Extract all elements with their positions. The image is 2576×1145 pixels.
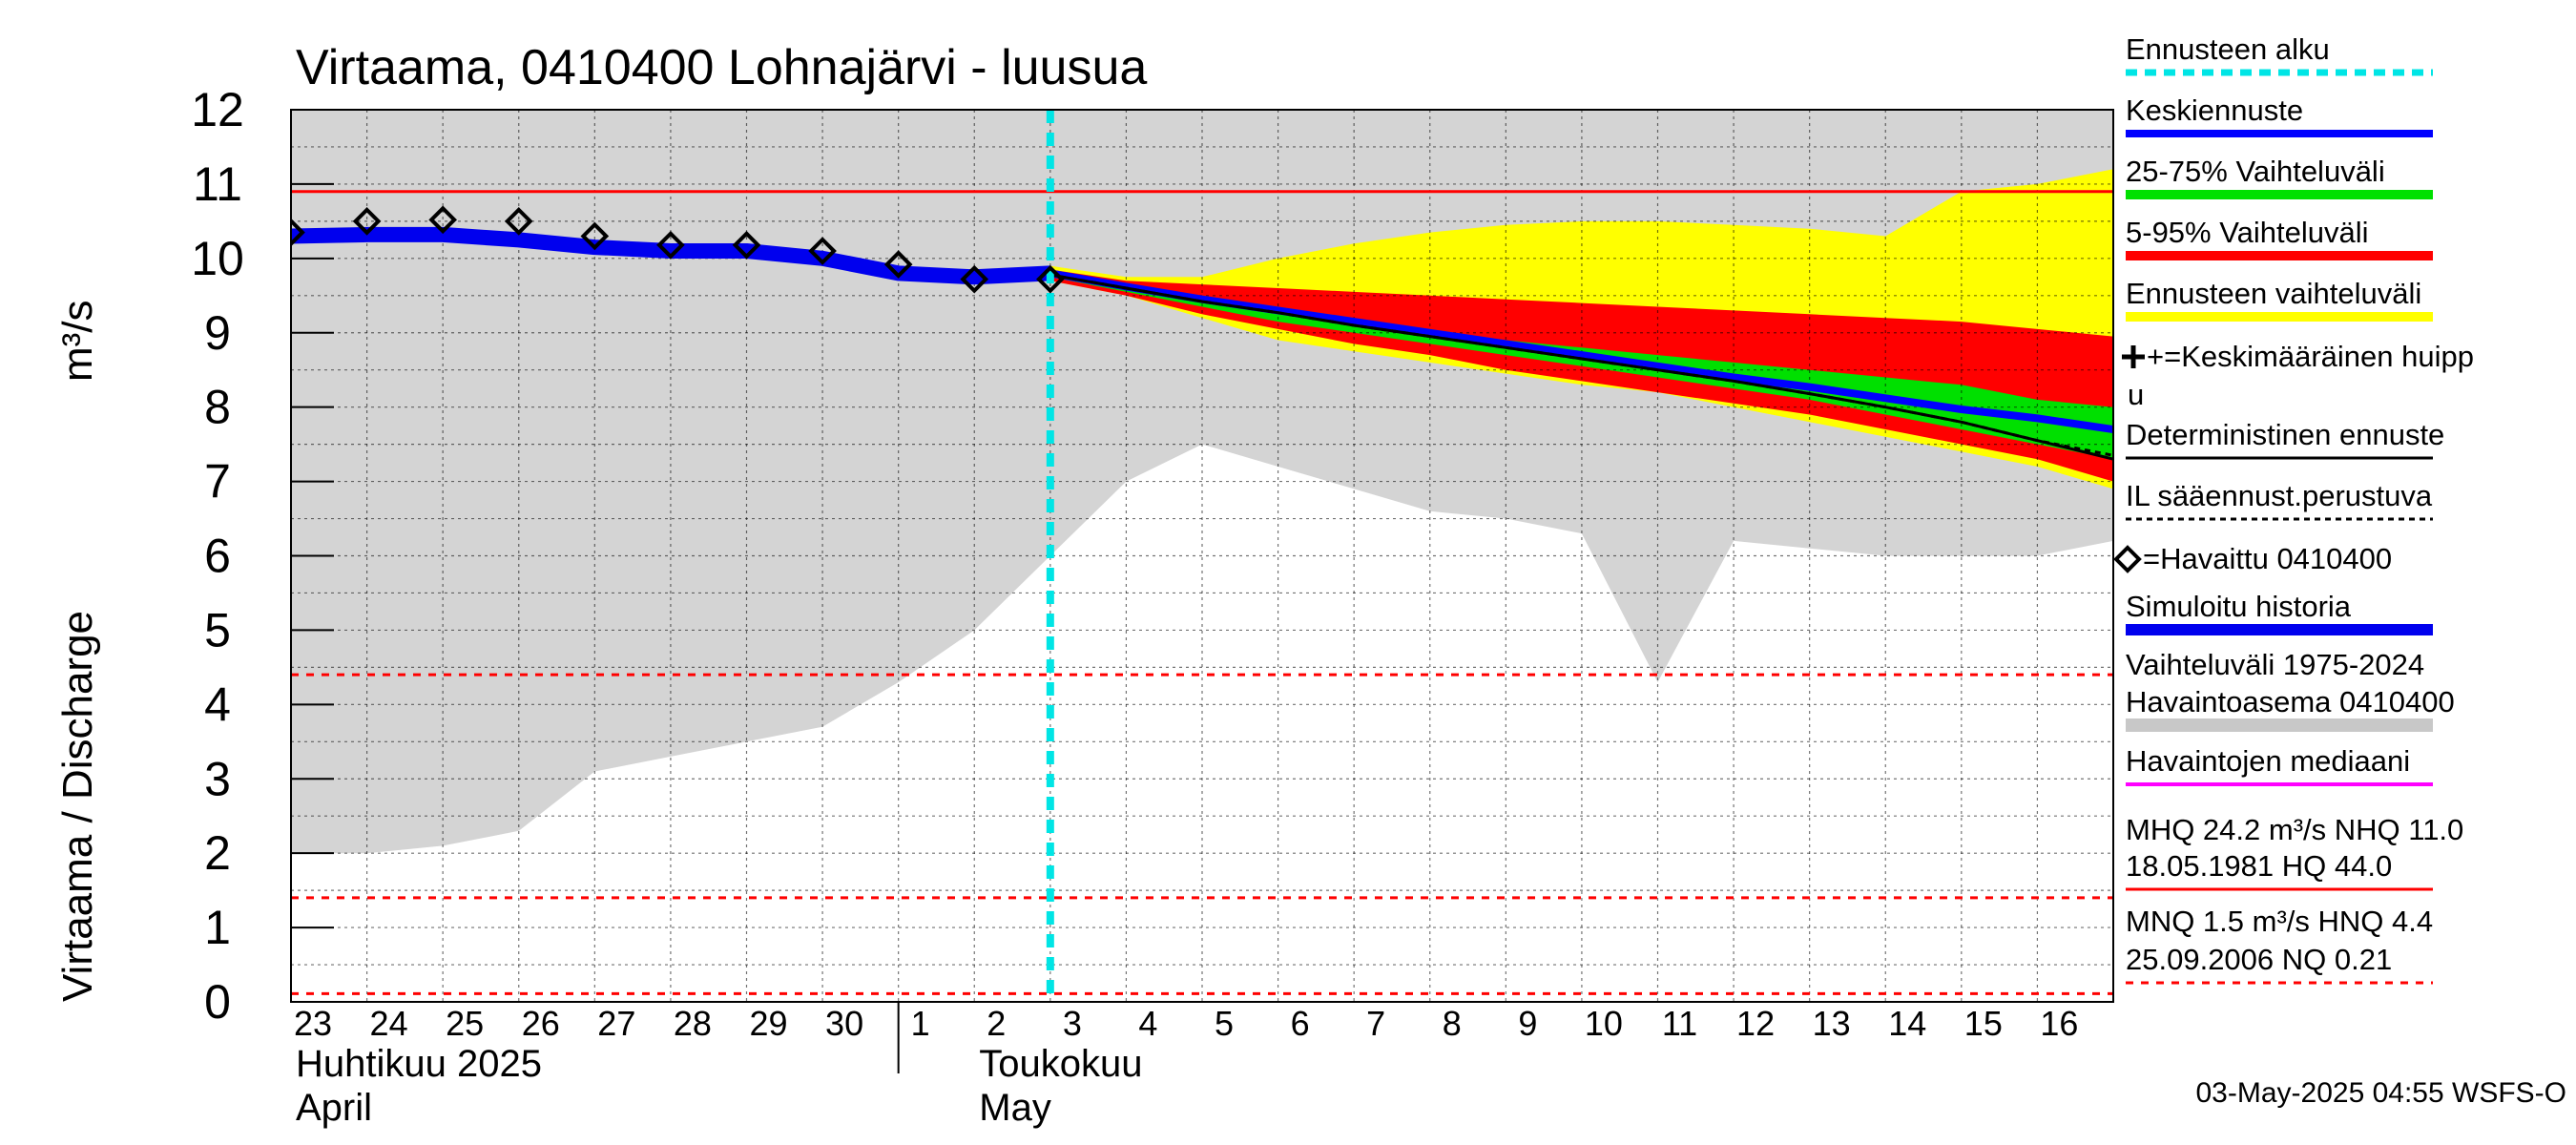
- y-tick-label: 7: [204, 455, 231, 509]
- y-tick-label: 1: [204, 901, 231, 954]
- legend-label: MHQ 24.2 m³/s NHQ 11.0: [2126, 813, 2463, 846]
- x-tick-label: 27: [597, 1004, 635, 1043]
- legend-label: 25-75% Vaihteluväli: [2126, 155, 2385, 188]
- y-tick-label: 4: [204, 677, 231, 731]
- y-tick-label: 5: [204, 603, 231, 656]
- legend-label: Deterministinen ennuste: [2126, 418, 2444, 451]
- x-tick-label: 8: [1443, 1004, 1462, 1043]
- x-tick-label: 30: [825, 1004, 863, 1043]
- x-tick-label: 11: [1662, 1004, 1697, 1043]
- chart-title: Virtaama, 0410400 Lohnajärvi - luusua: [296, 40, 1147, 95]
- plot-area: [290, 109, 2114, 1003]
- weather-forecast-line: [1049, 273, 2113, 457]
- legend-label: +=Keskimääräinen huipp: [2147, 340, 2474, 373]
- y-tick-label: 10: [191, 232, 244, 285]
- legend-label: Havaintoasema 0410400: [2126, 685, 2455, 718]
- x-tick-label: 16: [2040, 1004, 2078, 1043]
- y-tick-label: 0: [204, 975, 231, 1029]
- legend-plus-marker: [2122, 345, 2145, 368]
- legend-label: MNQ 1.5 m³/s HNQ 4.4: [2126, 905, 2433, 938]
- legend-label: =Havaittu 0410400: [2143, 542, 2392, 575]
- legend-label: Vaihteluväli 1975-2024: [2126, 648, 2424, 681]
- y-tick-label: 3: [204, 752, 231, 805]
- x-tick-label: 25: [446, 1004, 484, 1043]
- month-label: May: [979, 1087, 1051, 1129]
- legend-label: Simuloitu historia: [2126, 590, 2352, 623]
- month-label: Huhtikuu 2025: [296, 1043, 542, 1085]
- x-tick-label: 5: [1215, 1004, 1234, 1043]
- footer-timestamp: 03-May-2025 04:55 WSFS-O: [2196, 1077, 2567, 1109]
- x-tick-label: 15: [1964, 1004, 2003, 1043]
- observed-markers: [291, 205, 1065, 294]
- legend-diamond-marker: [2113, 545, 2142, 573]
- observed-point: [580, 221, 610, 251]
- observed-point: [291, 218, 305, 247]
- observed-point: [732, 230, 761, 260]
- y-tick-label: 12: [191, 83, 244, 136]
- y-tick-label: 9: [204, 306, 231, 360]
- observed-point: [960, 264, 989, 294]
- x-tick-label: 1: [911, 1004, 930, 1043]
- month-label: April: [296, 1087, 372, 1129]
- observed-point: [656, 230, 685, 260]
- x-tick-label: 7: [1366, 1004, 1385, 1043]
- x-tick-labels: 23 24 25 26 27 28 29 30 1 2 3 4 5 6 7 8 9 10 11 12 13 14 15 16: [294, 1002, 2078, 1073]
- y-tick-label: 8: [204, 381, 231, 434]
- y-axis-label: Virtaama / Discharge: [54, 611, 101, 1002]
- month-label: Toukokuu: [979, 1043, 1142, 1085]
- x-tick-label: 6: [1291, 1004, 1310, 1043]
- legend-label: 5-95% Vaihteluväli: [2126, 216, 2368, 249]
- legend-label: Keskiennuste: [2126, 94, 2303, 127]
- x-tick-label: 3: [1063, 1004, 1082, 1043]
- legend-label: 25.09.2006 NQ 0.21: [2126, 943, 2392, 976]
- legend-label: IL sääennust.perustuva: [2126, 479, 2433, 512]
- x-tick-label: 10: [1585, 1004, 1623, 1043]
- legend: Ennusteen alku Keskiennuste 25-75% Vaihtel…: [2113, 32, 2474, 985]
- plot-content: [291, 110, 2113, 1002]
- x-tick-label: 13: [1813, 1004, 1851, 1043]
- x-tick-label: 2: [987, 1004, 1006, 1043]
- simulated-history-line: [291, 226, 1051, 285]
- x-tick-label: 29: [749, 1004, 787, 1043]
- y-tick-label: 2: [204, 826, 231, 880]
- x-tick-label: 28: [674, 1004, 712, 1043]
- legend-label: Havaintojen mediaani: [2126, 744, 2410, 778]
- x-tick-label: 26: [522, 1004, 560, 1043]
- x-tick-label: 24: [370, 1004, 408, 1043]
- observed-point: [1036, 264, 1065, 294]
- legend-label: u: [2128, 378, 2144, 411]
- x-tick-label: 9: [1518, 1004, 1537, 1043]
- y-tick-label: 6: [204, 530, 231, 583]
- observed-point: [352, 207, 382, 236]
- legend-label: Ennusteen alku: [2126, 32, 2330, 66]
- legend-label: Ennusteen vaihteluväli: [2126, 277, 2421, 310]
- x-tick-label: 4: [1138, 1004, 1157, 1043]
- observed-point: [883, 250, 913, 279]
- y-tick-label: 11: [193, 157, 242, 211]
- legend-label: 18.05.1981 HQ 44.0: [2126, 849, 2392, 883]
- y-axis-unit: m³/s: [54, 300, 101, 382]
- x-tick-label: 14: [1888, 1004, 1926, 1043]
- x-tick-label: 23: [294, 1004, 332, 1043]
- observed-point: [808, 237, 837, 265]
- x-tick-label: 12: [1736, 1004, 1775, 1043]
- observed-point: [428, 205, 457, 235]
- observed-point: [504, 207, 533, 236]
- mean-forecast-line: [1049, 269, 2113, 433]
